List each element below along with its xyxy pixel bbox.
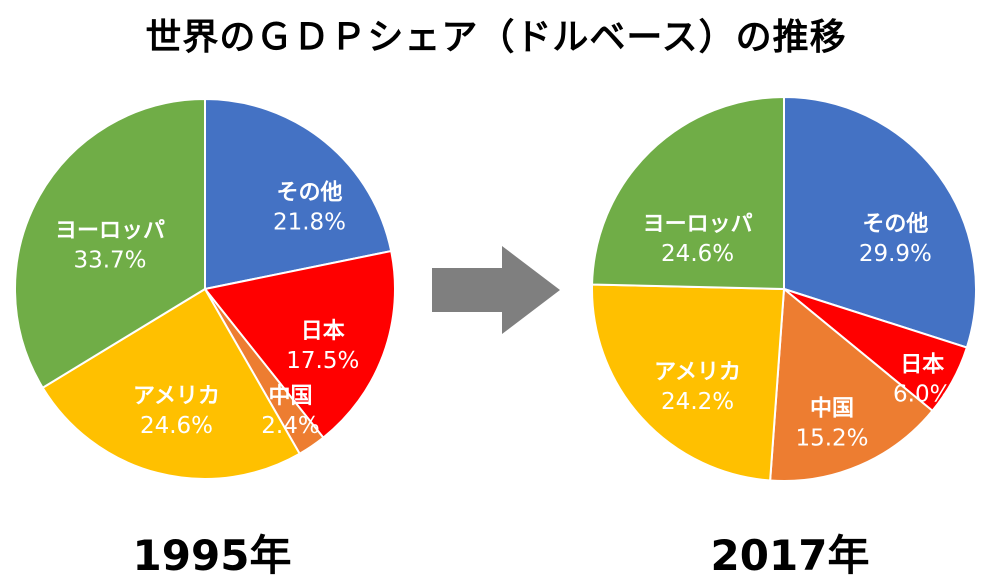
- slice-1995-3: [41, 287, 302, 480]
- right-arrow-icon: [432, 246, 560, 334]
- slice-label-2017-4: ヨーロッパ: [643, 212, 753, 237]
- slice-value-2017-1: 6.0%: [893, 381, 951, 407]
- slice-2017-0: [783, 95, 977, 349]
- slice-value-1995-4: 33.7%: [73, 248, 146, 274]
- slice-label-1995-4: ヨーロッパ: [55, 219, 165, 244]
- caption-2017: 2017年: [710, 531, 870, 580]
- slice-2017-4: [591, 95, 785, 291]
- slice-value-2017-4: 24.6%: [661, 241, 734, 267]
- slice-label-1995-3: アメリカ: [133, 384, 220, 409]
- pie-chart-2017: その他 29.9% 日本 6.0% 中国 15.2% アメリカ 24.2% ヨーロッパ 24.6%: [591, 95, 977, 482]
- slice-label-2017-0: その他: [862, 212, 928, 237]
- slice-1995-1: [203, 249, 396, 440]
- slice-2017-3: [591, 283, 786, 482]
- slice-1995-0: [204, 97, 393, 291]
- slice-label-2017-2: 中国: [810, 397, 854, 422]
- slice-value-1995-1: 17.5%: [286, 348, 359, 374]
- slice-label-1995-1: 日本: [301, 319, 345, 344]
- slice-value-2017-2: 15.2%: [795, 426, 868, 452]
- slice-2017-2: [769, 287, 934, 482]
- slice-label-2017-1: 日本: [900, 352, 944, 377]
- slice-value-1995-3: 24.6%: [140, 413, 213, 439]
- slice-value-1995-0: 21.8%: [273, 210, 346, 236]
- slice-label-1995-0: その他: [276, 181, 342, 206]
- pie-chart-1995: その他 21.8% 日本 17.5% 中国 2.4% アメリカ 24.6% ヨーロッパ 33.7%: [14, 97, 396, 480]
- slice-value-1995-2: 2.4%: [261, 413, 319, 439]
- slice-1995-4: [14, 97, 206, 390]
- caption-1995: 1995年: [132, 531, 292, 580]
- slice-value-2017-0: 29.9%: [859, 241, 932, 267]
- slice-value-2017-3: 24.2%: [661, 389, 734, 415]
- slice-label-2017-3: アメリカ: [654, 360, 741, 385]
- chart-title: 世界のＧＤＰシェア（ドルベース）の推移: [145, 17, 847, 58]
- slice-label-1995-2: 中国: [268, 384, 312, 409]
